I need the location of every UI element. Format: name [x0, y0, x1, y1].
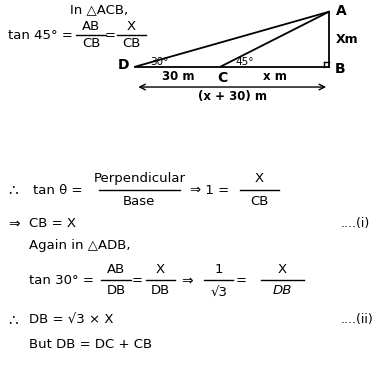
Text: ∴: ∴ [8, 312, 17, 327]
Text: =: = [235, 274, 246, 287]
Text: ⇒ 1 =: ⇒ 1 = [190, 183, 229, 197]
Text: AB: AB [82, 20, 100, 33]
Text: ....(i): ....(i) [341, 217, 370, 230]
Text: tan θ =: tan θ = [33, 183, 82, 197]
Text: D: D [118, 58, 130, 73]
Text: DB: DB [106, 284, 126, 298]
Text: ∴: ∴ [8, 183, 17, 198]
Text: CB = X: CB = X [29, 217, 76, 230]
Text: 30°: 30° [150, 57, 168, 67]
Text: CB: CB [122, 37, 141, 51]
Text: A: A [336, 4, 347, 18]
Text: X: X [127, 20, 136, 33]
Text: But DB = DC + CB: But DB = DC + CB [29, 338, 152, 352]
Text: Xm: Xm [336, 33, 358, 46]
Text: tan 30° =: tan 30° = [29, 274, 94, 287]
Text: DB: DB [151, 284, 170, 298]
Text: Again in △ADB,: Again in △ADB, [29, 238, 130, 252]
Text: X: X [278, 263, 287, 276]
Text: Perpendicular: Perpendicular [93, 172, 185, 185]
Text: ....(ii): ....(ii) [341, 313, 373, 326]
Text: X: X [255, 172, 264, 185]
Text: tan 45° =: tan 45° = [8, 29, 73, 42]
Text: CB: CB [82, 37, 100, 51]
Text: =: = [105, 29, 116, 42]
Text: DB = √3 × X: DB = √3 × X [29, 313, 113, 326]
Text: Base: Base [123, 195, 156, 209]
Text: 45°: 45° [235, 57, 254, 67]
Text: 30 m: 30 m [162, 70, 194, 83]
Text: AB: AB [107, 263, 125, 276]
Text: (x + 30) m: (x + 30) m [198, 90, 267, 103]
Text: ⇒: ⇒ [181, 273, 192, 287]
Text: C: C [217, 71, 228, 85]
Text: 1: 1 [214, 263, 223, 276]
Text: X: X [156, 263, 165, 276]
Text: DB: DB [273, 284, 292, 298]
Text: ⇒: ⇒ [8, 216, 19, 230]
Text: CB: CB [250, 195, 269, 209]
Text: B: B [335, 62, 345, 76]
Text: x m: x m [263, 70, 287, 83]
Text: √3: √3 [210, 285, 227, 299]
Text: =: = [132, 274, 143, 287]
Text: In △ACB,: In △ACB, [70, 3, 128, 16]
